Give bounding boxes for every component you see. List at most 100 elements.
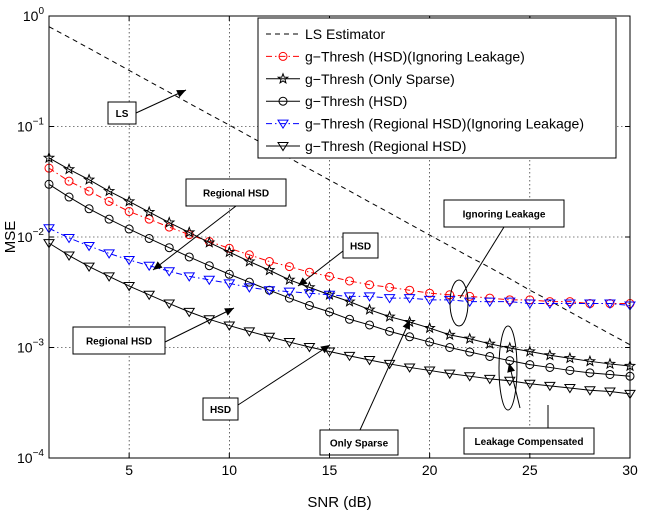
data-point (223, 321, 236, 331)
data-point (283, 273, 296, 285)
annotation-label: Regional HSD (203, 189, 269, 200)
data-point (523, 345, 536, 357)
y-tick-base: 10 (17, 119, 33, 135)
y-tick-label: 10−4 (17, 448, 44, 466)
data-point (345, 276, 355, 286)
annotation-arrowhead (176, 90, 186, 98)
x-tick-label: 5 (125, 462, 133, 478)
annotation-box (463, 427, 595, 455)
data-point (223, 245, 236, 258)
data-point (483, 297, 496, 308)
data-point (123, 194, 136, 207)
annotation-box (107, 101, 137, 125)
data-point (523, 379, 536, 390)
legend-label: g−Thresh (Regional HSD) (305, 138, 466, 154)
data-point (405, 332, 415, 342)
data-point (284, 293, 294, 303)
x-tick-label: 25 (522, 462, 538, 478)
data-point (143, 290, 156, 301)
x-tick-label: 15 (322, 462, 338, 478)
legend-marker (278, 51, 288, 61)
series-0 (48, 26, 631, 346)
y-tick-label: 100 (23, 6, 45, 24)
data-point (64, 192, 74, 202)
annotation-arrowhead (153, 261, 163, 270)
legend-entry: g−Thresh (Regional HSD)(Ignoring Leakage… (266, 116, 584, 132)
y-axis-label: MSE (2, 221, 19, 254)
annotation-box (72, 326, 166, 355)
data-point (343, 295, 356, 307)
annotation-0: LS (107, 89, 187, 125)
y-tick-exponent: −3 (33, 338, 45, 349)
data-point (144, 214, 154, 224)
data-point (243, 255, 256, 267)
annotation-box (319, 429, 399, 456)
data-point (463, 332, 476, 344)
annotation-arrow-line (164, 307, 235, 343)
data-point (63, 233, 75, 244)
data-point (204, 261, 214, 271)
data-point (63, 251, 75, 261)
data-point (604, 299, 616, 309)
data-point (183, 226, 196, 238)
data-point (263, 332, 276, 343)
data-point (263, 263, 276, 276)
annotation-arrow-line (135, 89, 187, 114)
data-point (62, 162, 76, 175)
annotation-label: LS (116, 109, 129, 120)
data-point (584, 386, 596, 396)
annotation-label: HSD (210, 405, 231, 416)
data-point (203, 275, 216, 286)
data-point (124, 207, 134, 217)
legend-entry: g−Thresh (Only Sparse) (266, 71, 455, 87)
annotation-arrow-line (459, 226, 505, 299)
data-point (345, 314, 355, 324)
annotation-arrowhead (402, 320, 410, 330)
data-point (163, 299, 176, 309)
annotation-arrowhead (224, 308, 234, 316)
legend-entry: LS Estimator (266, 26, 385, 42)
data-point (284, 262, 294, 272)
data-point (123, 255, 136, 266)
legend-box (257, 17, 617, 159)
series-4 (43, 224, 636, 311)
data-point (465, 347, 475, 357)
y-tick-exponent: −2 (33, 227, 45, 238)
data-point (543, 348, 556, 361)
data-point (323, 347, 336, 357)
data-point (603, 357, 617, 370)
leakage-compensated-ellipse (498, 325, 518, 411)
annotation-label: Leakage Compensated (475, 437, 584, 448)
data-point (523, 299, 536, 309)
series-5 (43, 239, 636, 400)
series-line (48, 167, 630, 305)
legend-label: g−Thresh (Only Sparse) (305, 71, 455, 87)
data-point (443, 328, 456, 341)
data-point (423, 295, 436, 306)
data-point (423, 321, 436, 334)
data-point (303, 343, 316, 353)
data-point (102, 184, 116, 197)
data-point (543, 299, 556, 309)
data-point (403, 294, 416, 304)
data-point (223, 279, 236, 289)
y-tick-base: 10 (17, 340, 33, 356)
data-point (343, 292, 356, 302)
data-point (103, 272, 116, 282)
data-point (563, 351, 577, 364)
data-point (224, 269, 234, 279)
data-point (124, 224, 134, 234)
data-point (503, 341, 516, 354)
data-point (503, 297, 516, 308)
y-tick-base: 10 (17, 229, 33, 245)
data-point (303, 289, 316, 299)
data-point (585, 368, 595, 378)
data-point (363, 292, 376, 302)
annotation-arrowhead (298, 277, 308, 286)
data-point (163, 216, 176, 228)
data-point (545, 362, 555, 372)
data-point (445, 343, 455, 352)
annotation-arrow-line (237, 344, 331, 406)
ignoring-leakage-ellipse (449, 279, 469, 327)
